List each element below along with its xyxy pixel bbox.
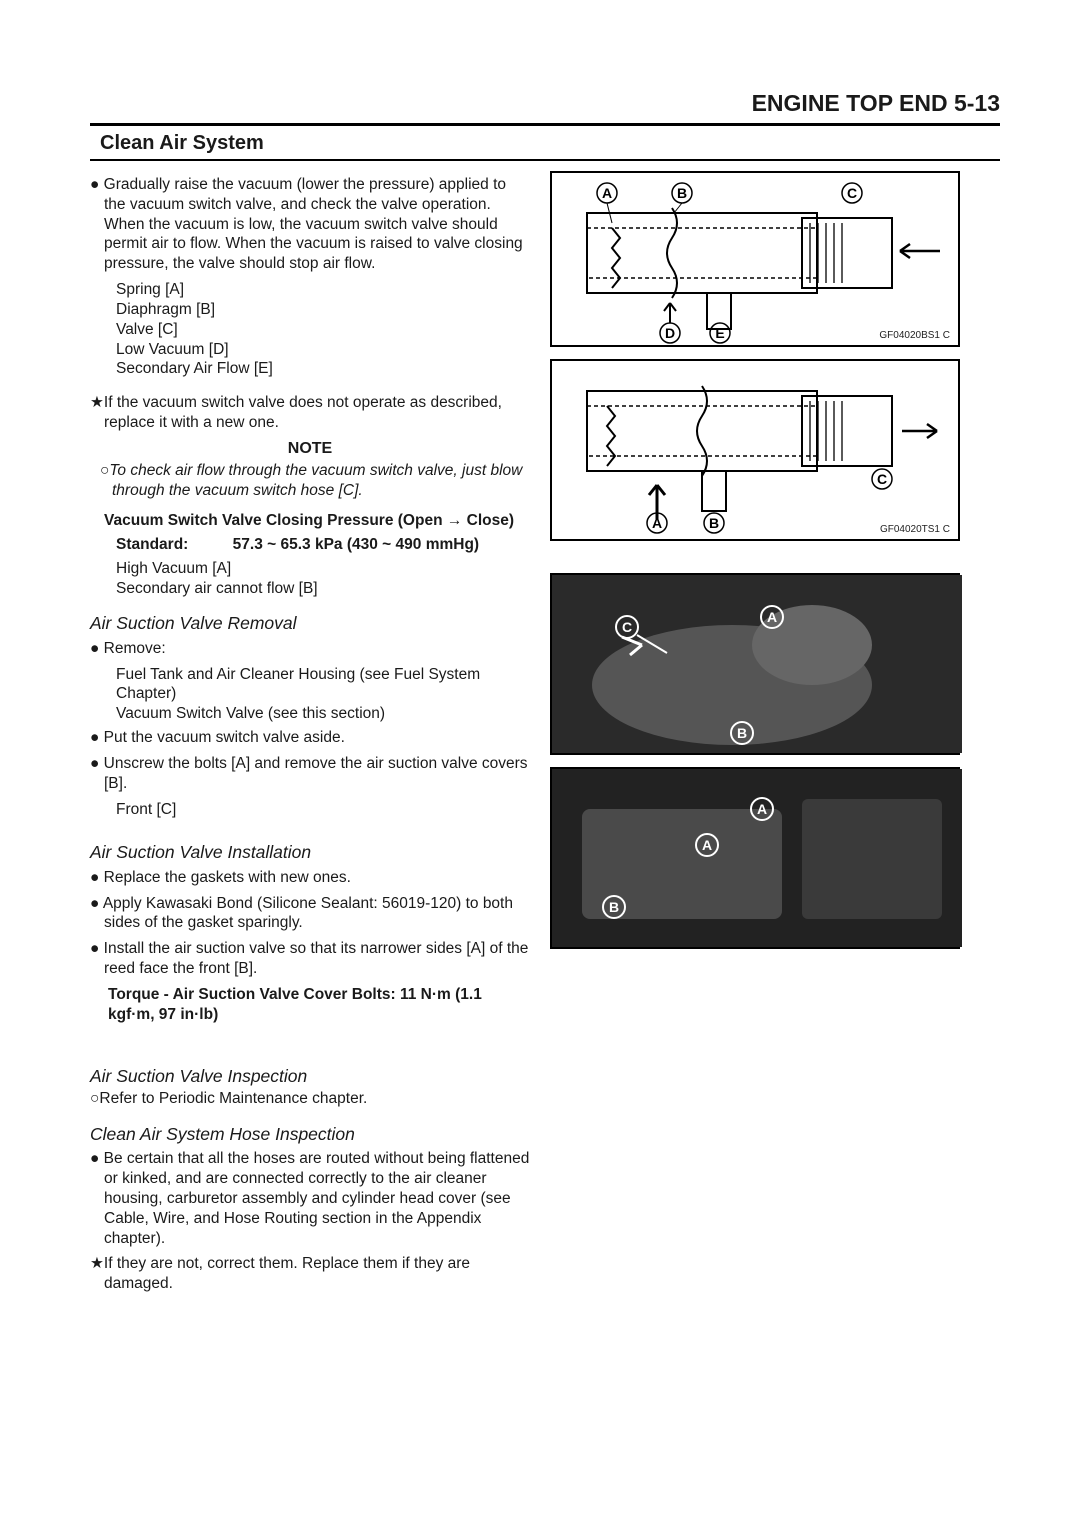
- figure-label: E: [715, 325, 724, 341]
- sub-heading: Air Suction Valve Removal: [90, 612, 530, 634]
- bullet-item: ● Unscrew the bolts [A] and remove the a…: [104, 754, 530, 794]
- star-paragraph: ★If the vacuum switch valve does not ope…: [104, 393, 530, 433]
- indent-item: Front [C]: [116, 800, 530, 820]
- bullet-item: ● Replace the gaskets with new ones.: [104, 868, 530, 888]
- figure-label: B: [737, 725, 747, 741]
- spec-label: Standard:: [116, 536, 188, 553]
- left-column: ● Gradually raise the vacuum (lower the …: [90, 171, 530, 1300]
- callout-list: Spring [A] Diaphragm [B] Valve [C] Low V…: [116, 280, 530, 379]
- sub-heading: Air Suction Valve Inspection: [90, 1065, 530, 1087]
- figure-id: GF04020TS1 C: [878, 524, 952, 535]
- figure-label: A: [702, 837, 712, 853]
- text: If they are not, correct them. Replace t…: [104, 1255, 470, 1292]
- figure-label: C: [622, 619, 632, 635]
- text: Remove:: [104, 640, 166, 657]
- figure-label: A: [602, 185, 612, 201]
- valve-diagram-low-vacuum: A B C D E: [552, 173, 962, 345]
- figure-label: C: [877, 471, 887, 487]
- valve-diagram-high-vacuum: A B C: [552, 361, 962, 539]
- spec-title: Vacuum Switch Valve Closing Pressure (Op…: [104, 511, 530, 531]
- note-body: ○To check air flow through the vacuum sw…: [112, 461, 530, 501]
- page: ENGINE TOP END 5-13 Clean Air System ● G…: [0, 0, 1080, 1527]
- figure-label: A: [652, 515, 662, 531]
- sub-heading: Clean Air System Hose Inspection: [90, 1123, 530, 1145]
- callout-line: Spring [A]: [116, 280, 530, 300]
- page-header: ENGINE TOP END 5-13: [90, 90, 1000, 126]
- torque-spec: Torque - Air Suction Valve Cover Bolts: …: [108, 985, 530, 1025]
- spec-row: Standard: 57.3 ~ 65.3 kPa (430 ~ 490 mmH…: [116, 535, 530, 555]
- figure-photo-2: A A B: [550, 767, 960, 949]
- figure-diagram-2: A B C GF04020TS1 C: [550, 359, 960, 541]
- spec-lines: High Vacuum [A] Secondary air cannot flo…: [116, 559, 530, 599]
- text: Apply Kawasaki Bond (Silicone Sealant: 5…: [103, 895, 513, 932]
- spec-line: Secondary air cannot flow [B]: [116, 579, 530, 599]
- figure-label: C: [847, 185, 857, 201]
- text: Unscrew the bolts [A] and remove the air…: [104, 755, 528, 792]
- text: Refer to Periodic Maintenance chapter.: [99, 1090, 367, 1107]
- figure-label: D: [665, 325, 675, 341]
- callout-line: Diaphragm [B]: [116, 300, 530, 320]
- bullet-item: ● Install the air suction valve so that …: [104, 939, 530, 979]
- bullet-item: ● Put the vacuum switch valve aside.: [104, 728, 530, 748]
- text: To check air flow through the vacuum swi…: [109, 462, 522, 499]
- text: Gradually raise the vacuum (lower the pr…: [104, 176, 523, 272]
- text: Put the vacuum switch valve aside.: [104, 729, 345, 746]
- spec-line: High Vacuum [A]: [116, 559, 530, 579]
- indent-item: Fuel Tank and Air Cleaner Housing (see F…: [116, 665, 530, 705]
- right-column: A B C D E GF04020BS1 C: [550, 171, 960, 1300]
- figure-photo-1: A B C: [550, 573, 960, 755]
- callout-line: Valve [C]: [116, 320, 530, 340]
- figure-id: GF04020BS1 C: [877, 330, 952, 341]
- text: Replace the gaskets with new ones.: [104, 869, 351, 886]
- sub-heading: Air Suction Valve Installation: [90, 841, 530, 863]
- section-heading: Clean Air System: [100, 132, 1000, 159]
- figure-label: A: [757, 801, 767, 817]
- text: Be certain that all the hoses are routed…: [104, 1150, 530, 1246]
- star-paragraph: ★If they are not, correct them. Replace …: [104, 1254, 530, 1294]
- indent-item: Vacuum Switch Valve (see this section): [116, 704, 530, 724]
- figure-label: B: [709, 515, 719, 531]
- photo-overlay: A A B: [552, 769, 962, 947]
- paragraph: ● Gradually raise the vacuum (lower the …: [104, 175, 530, 274]
- spec-value: 57.3 ~ 65.3 kPa (430 ~ 490 mmHg): [233, 536, 479, 553]
- rule: [90, 159, 1000, 161]
- figure-diagram-1: A B C D E GF04020BS1 C: [550, 171, 960, 347]
- note-heading: NOTE: [90, 439, 530, 459]
- bullet-item: ● Apply Kawasaki Bond (Silicone Sealant:…: [104, 894, 530, 934]
- photo-overlay: A B C: [552, 575, 962, 753]
- paragraph: ○Refer to Periodic Maintenance chapter.: [90, 1089, 530, 1109]
- bullet-item: ● Remove:: [104, 639, 530, 659]
- callout-line: Low Vacuum [D]: [116, 340, 530, 360]
- content-columns: ● Gradually raise the vacuum (lower the …: [90, 171, 1000, 1300]
- figure-label: A: [767, 609, 777, 625]
- figure-label: B: [677, 185, 687, 201]
- callout-line: Secondary Air Flow [E]: [116, 359, 530, 379]
- text: Install the air suction valve so that it…: [104, 940, 529, 977]
- figure-label: B: [609, 899, 619, 915]
- text: If the vacuum switch valve does not oper…: [104, 394, 502, 431]
- bullet-item: ● Be certain that all the hoses are rout…: [104, 1149, 530, 1248]
